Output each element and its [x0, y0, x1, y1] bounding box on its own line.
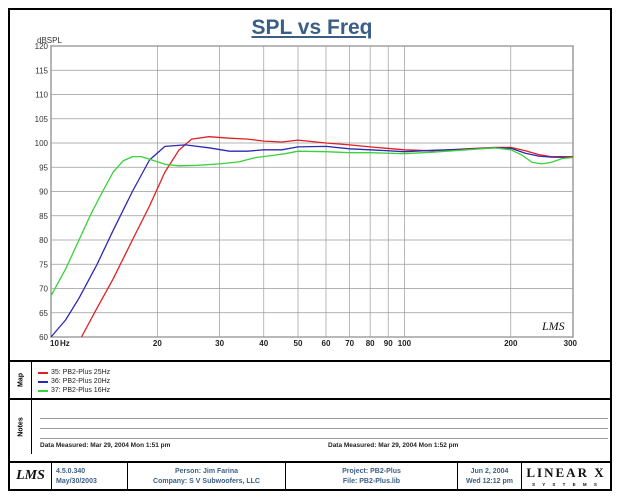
legend-swatch-16hz [38, 389, 48, 392]
x-tick-label: 60 [322, 339, 331, 348]
series-line-2 [50, 147, 574, 297]
notes-label: Notes [17, 417, 24, 437]
x-tick-label: 200 [504, 339, 518, 348]
footer-project-cell: Project: PB2-Plus File: PB2-Plus.lib [286, 463, 458, 490]
footer-version: 4.5.0.340 [56, 468, 86, 475]
x-tick-label: 40 [259, 339, 268, 348]
y-tick-label: 70 [39, 285, 48, 294]
x-tick-label: 100 [398, 339, 412, 348]
footer: LMS 4.5.0.340 May/30/2003 Person: Jim Fa… [10, 461, 612, 490]
legend-item-16hz: 37: PB2-Plus 16Hz [38, 386, 110, 395]
series-line-1 [50, 144, 574, 338]
note-line [328, 438, 608, 439]
legend-item-25hz: 35: PB2-Plus 25Hz [38, 368, 110, 377]
y-tick-label: 100 [35, 139, 49, 148]
x-tick-label: 90 [384, 339, 393, 348]
footer-logo-cell: LMS [10, 463, 52, 490]
y-tick-label: 65 [39, 309, 48, 318]
x-tick-label: 300 [564, 339, 578, 348]
footer-brand-sub: S Y S T E M S [532, 482, 600, 487]
footer-company: Company: S V Subwoofers, LLC [153, 478, 260, 485]
footer-time: Wed 12:12 pm [466, 478, 513, 485]
footer-version-cell: 4.5.0.340 May/30/2003 [52, 463, 128, 490]
y-tick-label: 60 [39, 333, 48, 342]
lms-watermark: LMS [541, 319, 565, 333]
note-line [40, 428, 330, 429]
footer-file: File: PB2-Plus.lib [342, 478, 401, 485]
footer-brand: LINEAR X [526, 465, 606, 480]
legend-swatch-25hz [38, 371, 48, 374]
y-tick-label: 105 [35, 115, 49, 124]
y-tick-label: 90 [39, 188, 48, 197]
x-tick-labels: 10 20 30 40 50 60 70 80 90 100 200 300 [50, 339, 578, 348]
series-lines [50, 136, 574, 338]
x-axis-unit: Hz [60, 339, 70, 348]
grid [50, 45, 574, 338]
x-tick-label: 80 [366, 339, 375, 348]
x-tick-label: 20 [153, 339, 162, 348]
legend-item-20hz: 36: PB2-Plus 20Hz [38, 377, 110, 386]
series-line-0 [80, 136, 573, 338]
footer-project: Project: PB2-Plus [342, 468, 401, 475]
spl-chart: 60 65 70 75 80 85 90 95 100 105 110 115 120 10 20 30 40… [35, 36, 578, 348]
notes-side-label: Notes [10, 400, 32, 454]
legend-label-16hz: 37: PB2-Plus 16Hz [51, 387, 111, 394]
y-tick-label: 120 [35, 42, 49, 51]
note-line [328, 418, 608, 419]
x-tick-label: 50 [294, 339, 303, 348]
y-tick-label: 115 [35, 66, 48, 75]
x-tick-label: 30 [215, 339, 224, 348]
y-axis-label: dBSPL [37, 36, 62, 45]
note-line [40, 418, 330, 419]
note-line [328, 428, 608, 429]
y-tick-label: 75 [39, 260, 48, 269]
y-tick-labels: 60 65 70 75 80 85 90 95 100 105 110 115 120 [35, 42, 49, 342]
footer-person: Person: Jim Farina [174, 468, 239, 475]
legend-label-25hz: 35: PB2-Plus 25Hz [51, 369, 111, 376]
notes-left-date: Data Measured: Mar 29, 2004 Mon 1:51 pm [40, 442, 171, 449]
y-tick-label: 95 [39, 163, 48, 172]
y-tick-label: 80 [39, 236, 48, 245]
notes-section: Notes Data Measured: Mar 29, 2004 Mon 1:… [10, 398, 612, 454]
y-tick-label: 110 [35, 91, 48, 100]
map-side-label: Map [10, 362, 32, 398]
legend-label-20hz: 36: PB2-Plus 20Hz [51, 378, 111, 385]
y-tick-label: 85 [39, 212, 48, 221]
notes-right-date: Data Measured: Mar 29, 2004 Mon 1:52 pm [328, 442, 459, 449]
footer-lms-logo: LMS [16, 468, 45, 483]
chart-title: SPL vs Freq [251, 16, 373, 39]
note-line [40, 438, 330, 439]
legend: 35: PB2-Plus 25Hz 36: PB2-Plus 20Hz 37: … [38, 368, 110, 395]
footer-date: Jun 2, 2004 [470, 468, 509, 475]
map-label: Map [17, 373, 24, 387]
x-tick-label: 10 [50, 339, 59, 348]
map-section: Map 35: PB2-Plus 25Hz 36: PB2-Plus 20Hz … [10, 360, 612, 398]
footer-brand-cell: LINEAR X S Y S T E M S [522, 463, 610, 490]
footer-person-cell: Person: Jim Farina Company: S V Subwoofe… [128, 463, 286, 490]
x-tick-label: 70 [345, 339, 354, 348]
footer-version-date: May/30/2003 [56, 478, 97, 485]
footer-date-cell: Jun 2, 2004 Wed 12:12 pm [458, 463, 522, 490]
legend-swatch-20hz [38, 380, 48, 383]
